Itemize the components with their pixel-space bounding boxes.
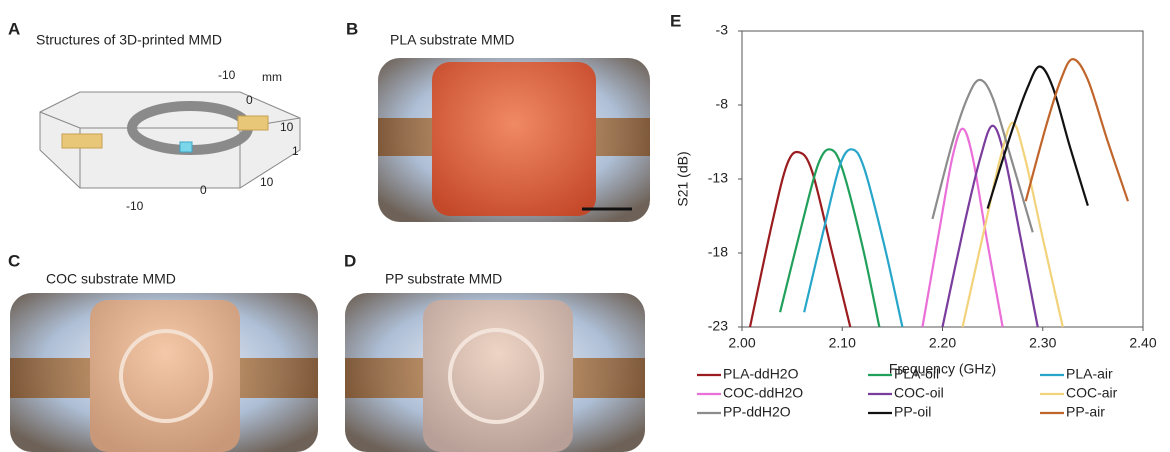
axis-label: mm — [262, 70, 282, 84]
y-axis-title: S21 (dB) — [675, 151, 691, 206]
legend-label: COC-ddH2O — [723, 385, 803, 401]
x-tick-label: 2.00 — [728, 335, 755, 351]
legend-label: COC-oil — [894, 385, 944, 401]
panel-title: COC substrate MMD — [46, 271, 176, 287]
panel-title: PLA substrate MMD — [390, 32, 515, 48]
axis-label: 10 — [280, 120, 294, 134]
x-tick-label: 2.20 — [929, 335, 956, 351]
x-tick-label: 2.40 — [1129, 335, 1156, 351]
line — [1024, 58, 1130, 202]
x-tick-label: 2.30 — [1029, 335, 1056, 351]
line — [921, 127, 1004, 328]
line — [961, 121, 1064, 328]
y-tick-label: -13 — [708, 170, 728, 186]
x-tick-label: 2.10 — [829, 335, 856, 351]
axis-label: 1 — [292, 144, 299, 158]
photo — [378, 58, 650, 222]
legend-label: PP-oil — [894, 404, 931, 420]
y-tick-label: -18 — [708, 244, 728, 260]
legend-label: PP-air — [1066, 404, 1105, 420]
axis-label: -10 — [126, 199, 144, 213]
photo — [345, 293, 645, 452]
panel-title: PP substrate MMD — [385, 271, 502, 287]
axis-label: 0 — [246, 93, 253, 107]
panel-letter: D — [344, 251, 356, 270]
panel-letter: C — [8, 251, 20, 270]
legend-label: PP-ddH2O — [723, 404, 791, 420]
panel-letter: E — [670, 11, 681, 30]
panel-letter: B — [346, 19, 358, 38]
legend-label: COC-air — [1066, 385, 1118, 401]
photo — [10, 293, 318, 452]
legend-label: PLA-oil — [894, 366, 939, 382]
line — [931, 78, 1034, 233]
line — [748, 150, 852, 328]
axis-label: 10 — [260, 175, 274, 189]
y-tick-label: -23 — [708, 318, 728, 334]
x-axis-title: Frequency (GHz) — [889, 361, 996, 377]
line — [803, 148, 904, 328]
axis-label: -10 — [218, 68, 236, 82]
panel-letter: A — [8, 19, 20, 38]
device-model — [39, 91, 301, 189]
axis-label: 0 — [200, 183, 207, 197]
y-tick-label: -3 — [716, 22, 729, 38]
y-tick-label: -8 — [716, 96, 729, 112]
line — [941, 124, 1039, 328]
legend-label: PLA-air — [1066, 366, 1113, 382]
line — [986, 65, 1089, 209]
line — [779, 148, 881, 328]
chart: -23 -18 -13 -8 -3 2.00 2.10 2.20 2.30 2.40 Frequen… — [675, 22, 1157, 420]
panel-title: Structures of 3D-printed MMD — [36, 32, 222, 48]
legend-label: PLA-ddH2O — [723, 366, 799, 382]
